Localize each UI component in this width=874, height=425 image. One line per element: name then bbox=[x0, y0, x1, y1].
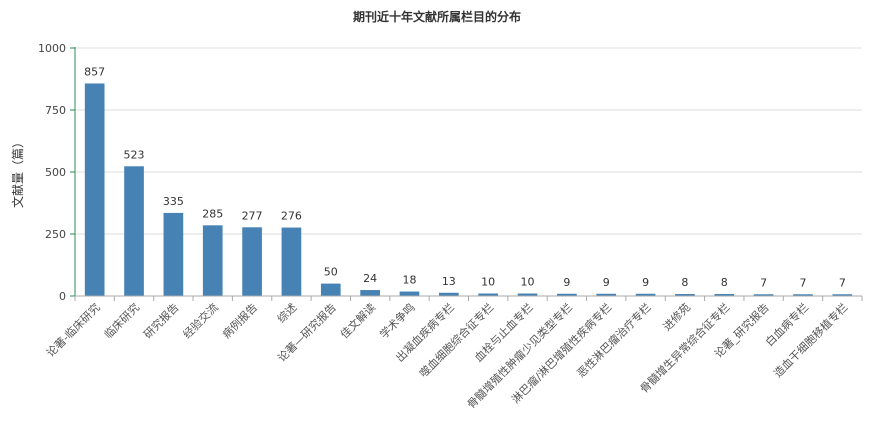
x-tick-label: 研究报告 bbox=[140, 300, 181, 341]
data-label: 277 bbox=[242, 209, 263, 222]
y-axis-ticks: 0 250 500 750 1000 bbox=[38, 42, 75, 303]
x-tick-label: 综述 bbox=[274, 300, 299, 325]
bar bbox=[557, 293, 577, 296]
data-label: 7 bbox=[839, 276, 846, 289]
bar bbox=[753, 294, 774, 296]
data-label: 24 bbox=[363, 272, 377, 285]
bar bbox=[242, 227, 262, 296]
data-label: 335 bbox=[163, 195, 184, 208]
bar bbox=[635, 293, 656, 296]
bar bbox=[202, 225, 223, 296]
data-label: 7 bbox=[760, 276, 767, 289]
x-tick-label: 噬血细胞综合征专栏 bbox=[416, 300, 496, 380]
bar bbox=[478, 293, 499, 296]
bar bbox=[124, 166, 144, 296]
y-axis-label: 文献量（篇） bbox=[10, 136, 25, 208]
bar bbox=[714, 294, 735, 296]
bar bbox=[360, 290, 380, 296]
x-tick-label: 恶性淋巴瘤治疗专栏 bbox=[574, 300, 654, 380]
bar bbox=[596, 293, 617, 296]
y-tick-label: 250 bbox=[45, 228, 66, 241]
y-tick-label: 1000 bbox=[38, 42, 66, 55]
data-label: 10 bbox=[521, 276, 535, 289]
data-label: 9 bbox=[603, 276, 610, 289]
data-label: 9 bbox=[642, 276, 649, 289]
bar bbox=[281, 227, 302, 296]
bar bbox=[793, 294, 813, 296]
y-tick-label: 500 bbox=[45, 166, 66, 179]
data-label: 50 bbox=[324, 266, 338, 279]
x-tick-label: 临床研究 bbox=[101, 300, 142, 341]
data-labels: 857 523 335 285 277 276 50 24 18 13 10 10 9 9 9 8 8 7 7 7 bbox=[84, 65, 846, 289]
data-label: 857 bbox=[84, 65, 105, 78]
bar bbox=[675, 294, 695, 296]
bar bbox=[399, 291, 420, 296]
data-label: 285 bbox=[202, 207, 223, 220]
data-label: 8 bbox=[721, 276, 728, 289]
x-tick-label: 学术争鸣 bbox=[377, 300, 418, 341]
y-tick-label: 0 bbox=[59, 290, 66, 303]
bars bbox=[84, 83, 853, 297]
chart-title: 期刊近十年文献所属栏目的分布 bbox=[353, 9, 521, 24]
data-label: 9 bbox=[563, 276, 570, 289]
data-label: 13 bbox=[442, 275, 456, 288]
bar bbox=[320, 283, 341, 296]
x-tick-label: 造血干细胞移植专栏 bbox=[771, 300, 851, 380]
y-tick-label: 750 bbox=[45, 104, 66, 117]
x-tick-label: 经验交流 bbox=[180, 300, 221, 341]
bar bbox=[832, 294, 853, 296]
data-label: 7 bbox=[799, 276, 806, 289]
x-tick-label: 佳文解读 bbox=[337, 300, 378, 341]
x-tick-label: 病例报告 bbox=[219, 300, 260, 341]
bar bbox=[84, 83, 105, 297]
bar bbox=[517, 293, 538, 296]
data-label: 8 bbox=[681, 276, 688, 289]
data-label: 10 bbox=[481, 276, 495, 289]
bar bbox=[163, 212, 184, 296]
data-label: 276 bbox=[281, 210, 302, 223]
data-label: 18 bbox=[402, 274, 416, 287]
x-tick-label: 论著-临床研究 bbox=[43, 300, 102, 359]
x-tick-label: 进修苑 bbox=[660, 300, 693, 333]
bar bbox=[438, 292, 459, 296]
data-label: 523 bbox=[124, 148, 145, 161]
gridlines bbox=[75, 47, 862, 235]
